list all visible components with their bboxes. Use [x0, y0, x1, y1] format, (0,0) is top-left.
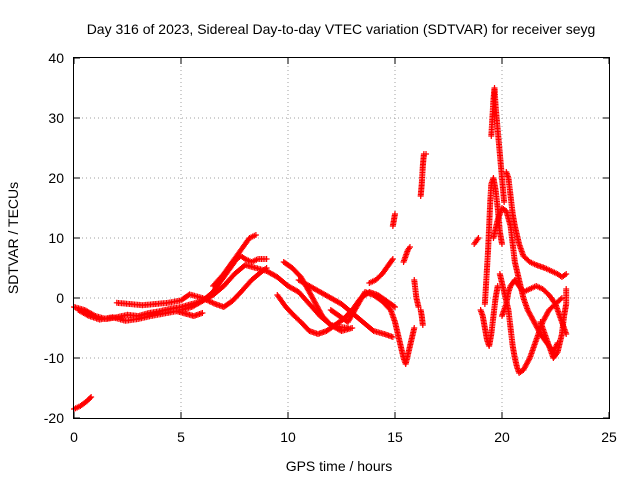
data-point	[263, 265, 270, 271]
x-tick-label: 25	[601, 429, 617, 445]
series-arc-l	[389, 211, 398, 229]
data-point	[526, 356, 533, 363]
data-point	[419, 322, 426, 328]
x-tick-label: 5	[177, 429, 185, 445]
series-arc-t	[488, 85, 508, 205]
data-point	[563, 271, 570, 277]
data-point	[411, 325, 418, 331]
series-arc-q	[471, 235, 482, 247]
series-arc-y	[537, 286, 570, 361]
x-tick-label: 10	[280, 429, 296, 445]
data-point	[389, 257, 396, 264]
data-point	[392, 304, 398, 310]
series-arc-d	[113, 265, 270, 310]
x-tick-label: 15	[387, 429, 403, 445]
data-point	[88, 394, 95, 400]
data-point	[406, 244, 413, 250]
data-point	[392, 211, 398, 217]
data-point	[389, 334, 396, 340]
series-arc-f	[210, 232, 259, 289]
data-point	[87, 395, 94, 402]
x-tick-label: 0	[70, 429, 78, 445]
data-point	[344, 325, 351, 331]
chart-title: Day 316 of 2023, Sidereal Day-to-day VTE…	[87, 21, 596, 37]
y-tick-label: 10	[48, 230, 64, 246]
series-arc-x	[503, 169, 570, 280]
series-arc-o	[417, 307, 426, 328]
plot-frame	[73, 57, 610, 419]
data-point	[563, 286, 570, 292]
y-tick-label: 20	[48, 170, 64, 186]
data-point	[423, 151, 430, 157]
y-tick-label: 40	[48, 50, 64, 66]
data-point	[475, 235, 482, 241]
data-point	[84, 312, 91, 319]
data-point	[389, 256, 396, 262]
data-point	[501, 199, 508, 205]
series-arc-m	[400, 244, 413, 265]
data-point	[252, 232, 259, 238]
data-points	[71, 85, 570, 412]
y-tick-label: 0	[56, 290, 64, 306]
series-arc-p	[417, 151, 430, 199]
y-tick-label: -20	[44, 410, 64, 426]
series-arc-r	[477, 283, 501, 349]
y-tick-label: -10	[44, 350, 64, 366]
series-arc-w	[499, 277, 570, 337]
series-arc-k	[366, 256, 396, 286]
series-arc-n	[411, 277, 422, 310]
x-tick-label: 20	[494, 429, 510, 445]
y-tick-label: 30	[48, 110, 64, 126]
series-arc-j	[327, 289, 418, 367]
data-point	[199, 310, 206, 316]
series-arc-a	[71, 394, 95, 412]
grid-layer	[74, 58, 609, 418]
data-point	[558, 295, 565, 301]
y-axis-label: SDTVAR / TECUs	[5, 182, 21, 294]
data-point	[499, 241, 505, 247]
data-point	[553, 350, 560, 357]
data-point	[263, 256, 270, 262]
data-point	[390, 303, 397, 310]
x-axis-label: GPS time / hours	[286, 458, 393, 474]
data-point	[557, 296, 564, 303]
ticks-layer: 0 5 10 15 20 25 -20 -10 0 10 20 30 40	[44, 50, 617, 445]
series-arc-s	[481, 175, 505, 307]
